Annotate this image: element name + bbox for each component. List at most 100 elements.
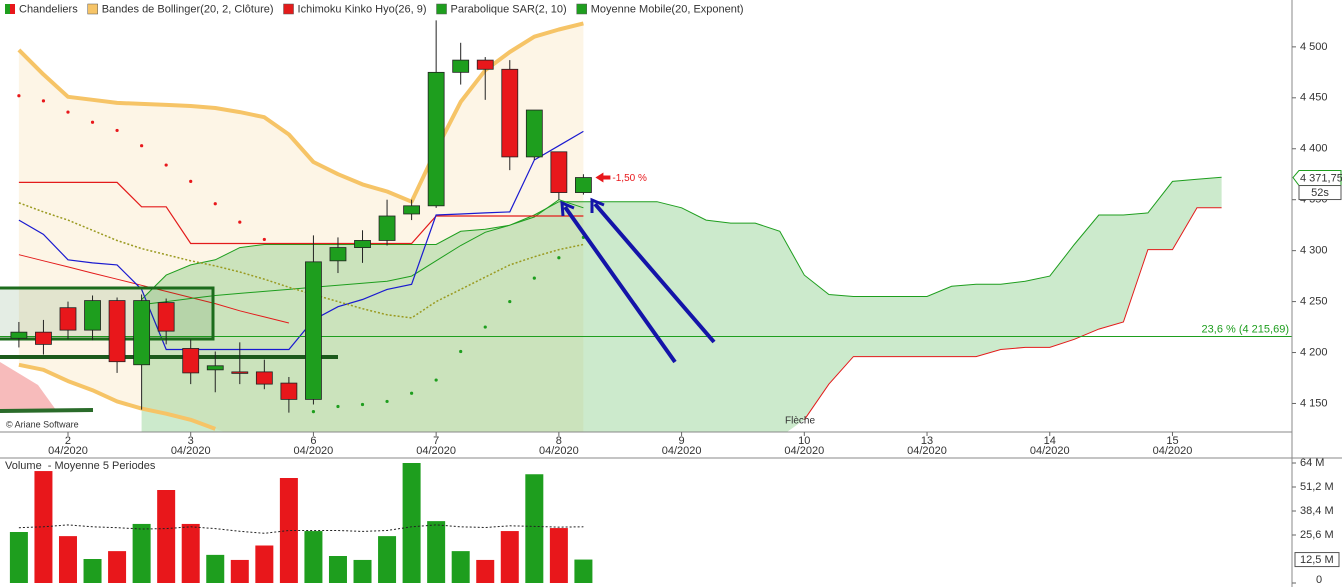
senkou-b [803, 207, 1222, 421]
y-tick-label: 4 300 [1300, 245, 1328, 257]
candle-body [476, 59, 494, 70]
volume-last-label: 12,5 M [1300, 554, 1334, 566]
volume-last-box [1294, 552, 1340, 568]
y-tick-label: 4 250 [1300, 295, 1328, 307]
x-tick-sublabel: 04/2020 [907, 445, 947, 457]
moving-average [18, 202, 584, 319]
legend-swatch [5, 4, 10, 14]
sar-dot [90, 120, 95, 124]
arrow-head [560, 200, 575, 217]
candle-body [427, 71, 445, 207]
x-tick-label: 6 [310, 435, 316, 447]
candle-body [59, 307, 77, 331]
legend-label: Moyenne Mobile(20, Exponent) [591, 3, 744, 15]
candle-body [108, 300, 126, 363]
volume-title: Volume - Moyenne 5 Periodes [5, 460, 156, 472]
x-tick-label: 15 [1166, 435, 1178, 447]
candle-body [206, 365, 224, 371]
legend-swatch [10, 4, 15, 14]
change-arrow [595, 172, 611, 183]
candle-body [378, 215, 396, 241]
x-tick-label: 13 [921, 435, 933, 447]
candle-body [575, 177, 592, 193]
candle-body [354, 240, 371, 248]
sar-dot [557, 256, 561, 260]
candle-body [403, 205, 421, 215]
candle-body [280, 382, 298, 400]
sar-dot [336, 404, 340, 409]
arrow-line [593, 202, 716, 344]
x-tick-label: 10 [798, 435, 810, 447]
price-label: 4 371,75 [1300, 172, 1342, 184]
volume-bar [451, 551, 470, 583]
sar-dot [164, 163, 168, 167]
volume-bar [500, 531, 519, 583]
sar-dot [140, 144, 144, 148]
sar-dot [115, 128, 119, 133]
sar-dot [262, 237, 266, 242]
candle-body [231, 371, 249, 374]
volume-bar [206, 554, 225, 583]
x-tick-sublabel: 04/2020 [171, 445, 211, 457]
sar-dot [508, 299, 512, 304]
volume-bar [328, 556, 347, 583]
sar-dot [532, 276, 536, 280]
x-tick-sublabel: 04/2020 [294, 445, 334, 457]
timer: 52s [1311, 187, 1329, 199]
volume-tick-label: 64 M [1300, 457, 1324, 469]
volume-bar [549, 528, 568, 583]
arrow-line [563, 205, 677, 364]
volume-bar [58, 536, 77, 583]
y-tick-label: 4 450 [1300, 92, 1328, 104]
legend-swatch [87, 3, 98, 15]
legend-swatch [576, 3, 587, 15]
candle-body [35, 331, 52, 345]
x-tick-sublabel: 04/2020 [1030, 445, 1070, 457]
sar-dot [41, 99, 46, 103]
volume-bar [402, 463, 421, 583]
legend-swatch [436, 3, 447, 15]
sar-dot [434, 378, 438, 382]
x-tick-sublabel: 04/2020 [784, 445, 824, 457]
candle-body [84, 300, 101, 331]
x-tick-label: 9 [679, 435, 685, 447]
candle-body [182, 348, 200, 374]
volume-tick-label: 25,6 M [1300, 529, 1334, 541]
volume-bar [353, 559, 372, 583]
legend-label: Ichimoku Kinko Hyo(26, 9) [298, 3, 427, 15]
volume-bar [476, 559, 495, 583]
x-tick-label: 7 [433, 435, 439, 447]
change-label: -1,50 % [612, 173, 647, 184]
volume-bar [378, 536, 397, 583]
legend-label: Chandeliers [19, 3, 78, 15]
volume-bar [525, 474, 544, 583]
candle-body [550, 151, 568, 193]
volume-bar [255, 545, 274, 583]
legend-label: Bandes de Bollinger(20, 2, Clôture) [102, 3, 274, 15]
arrow-head [590, 197, 605, 213]
x-tick-label: 3 [188, 435, 194, 447]
sar-dot [483, 325, 487, 329]
annotation: Flèche [785, 416, 815, 427]
sar-dot [66, 110, 70, 114]
sar-dot [311, 410, 316, 414]
volume-tick-label: 0 [1316, 574, 1322, 586]
volume-tick-label: 38,4 M [1300, 505, 1334, 517]
candle-body [329, 247, 347, 262]
candle-body [452, 59, 470, 73]
candle-body [255, 371, 273, 385]
arrows [560, 197, 716, 364]
volume-bar [304, 531, 323, 583]
trend-line-drawing [0, 408, 94, 413]
sar-dot [360, 402, 365, 407]
fibonacci-label: 23,6 % (4 215,69) [1202, 323, 1289, 335]
volume-bar [83, 559, 102, 583]
volume-bar [574, 559, 593, 583]
x-tick-label: 14 [1044, 435, 1056, 447]
sar-dot [459, 349, 463, 354]
sar-dot [189, 179, 193, 183]
volume-bar [9, 532, 28, 583]
candle-body [10, 331, 28, 339]
